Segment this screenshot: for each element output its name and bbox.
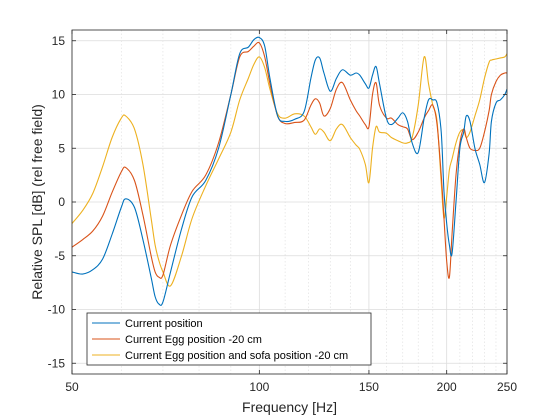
x-tick-label: 150 <box>359 380 379 394</box>
y-tick-label: 0 <box>58 195 65 209</box>
legend-box <box>86 312 372 366</box>
y-tick-label: 15 <box>52 34 66 48</box>
legend-label-egg-and-sofa-position: Current Egg position and sofa position -… <box>125 350 348 362</box>
tick-layer: 50 100 150 200 250 -15 -10 -5 0 5 10 15 <box>48 30 517 394</box>
x-tick-label: 200 <box>437 380 457 394</box>
series-layer <box>72 36 507 306</box>
series-line-egg-position <box>72 41 507 279</box>
y-axis-label: Relative SPL [dB] (rel free field) <box>29 104 45 300</box>
legend-label-current-position: Current position <box>125 318 203 330</box>
legend-label-egg-position: Current Egg position -20 cm <box>125 334 262 346</box>
y-tick-label: 10 <box>52 88 66 102</box>
x-tick-label: 250 <box>497 380 517 394</box>
legend: Current position Current Egg position -2… <box>86 312 372 366</box>
y-tick-label: 5 <box>58 141 65 155</box>
x-tick-label: 100 <box>249 380 269 394</box>
y-tick-label: -10 <box>48 303 66 317</box>
x-axis-label: Frequency [Hz] <box>242 399 337 415</box>
series-line-current-position <box>72 36 507 306</box>
y-tick-label: -5 <box>54 249 65 263</box>
y-tick-label: -15 <box>48 356 66 370</box>
x-tick-label: 50 <box>65 380 79 394</box>
